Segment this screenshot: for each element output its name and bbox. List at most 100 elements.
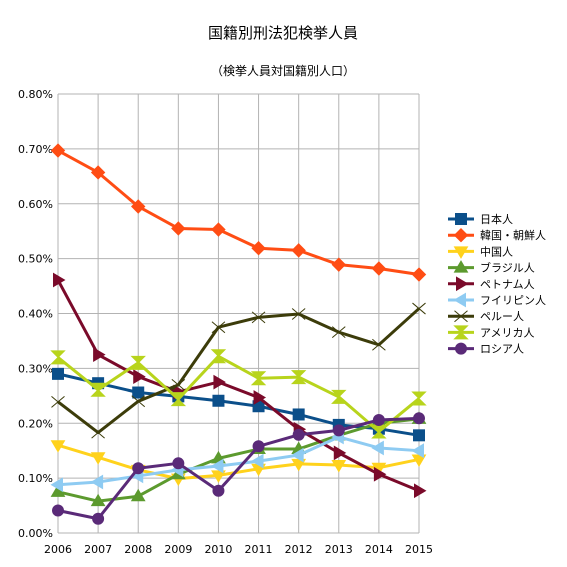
y-tick-label: 0.50% (18, 253, 53, 266)
data-point (211, 321, 226, 334)
x-tick-label: 2009 (164, 543, 192, 556)
y-tick-label: 0.00% (18, 527, 53, 540)
series-lines (50, 143, 427, 525)
data-point (213, 374, 226, 390)
y-tick-label: 0.40% (18, 308, 53, 321)
series-8 (52, 412, 425, 525)
data-point (411, 391, 427, 406)
data-point (210, 349, 227, 364)
data-point (52, 367, 64, 380)
y-tick-label: 0.20% (18, 417, 53, 430)
legend-marker (453, 260, 469, 273)
series-line (56, 279, 420, 493)
data-point (372, 338, 386, 351)
legend-label: 韓国・朝鮮人 (480, 228, 546, 242)
legend-marker (453, 246, 469, 259)
series-4 (53, 272, 427, 499)
legend-marker (453, 292, 466, 308)
series-6 (51, 302, 426, 439)
legend-marker (453, 325, 469, 340)
legend-label: アメリカ人 (480, 326, 534, 339)
legend-item: 韓国・朝鮮人 (448, 227, 546, 243)
data-point (291, 308, 306, 320)
data-point (250, 371, 267, 386)
data-point (93, 347, 106, 363)
series-line (57, 307, 421, 435)
y-tick-label: 0.80% (18, 88, 53, 101)
data-point (413, 429, 425, 442)
data-point (211, 222, 226, 237)
legend-marker (455, 213, 467, 225)
legend-marker (456, 276, 469, 292)
data-point (170, 392, 187, 407)
legend-label: 中国人 (480, 245, 513, 258)
data-point (291, 447, 304, 463)
data-point (371, 424, 387, 439)
legend-item: フイリピン人 (448, 292, 546, 308)
data-point (252, 440, 265, 453)
data-point (212, 484, 225, 497)
data-point (90, 493, 106, 507)
data-point (412, 302, 426, 315)
legend-label: 日本人 (480, 212, 513, 226)
data-point (53, 272, 66, 288)
data-point (50, 440, 66, 453)
data-point (50, 477, 63, 493)
series-line (57, 149, 420, 277)
legend-item: ペルー人 (448, 310, 524, 323)
series-line (57, 443, 420, 481)
data-point (51, 395, 65, 408)
x-tick-label: 2015 (405, 543, 433, 556)
legend-item: 日本人 (448, 212, 513, 226)
data-point (212, 394, 225, 407)
legend-item: ロシア人 (448, 342, 524, 356)
data-point (211, 470, 226, 483)
data-point (371, 440, 384, 456)
data-point (172, 457, 185, 470)
data-point (90, 452, 106, 465)
data-point (411, 267, 427, 282)
data-point (131, 395, 146, 408)
data-point (414, 483, 427, 499)
legend-item: 中国人 (448, 245, 513, 259)
series-7 (50, 349, 427, 439)
series-line (57, 354, 420, 433)
legend-label: ペルー人 (480, 310, 524, 323)
data-point (132, 386, 145, 399)
chart-title: 国籍別刑法犯検挙人員 (208, 24, 358, 42)
legend-item: ペトナム人 (448, 276, 535, 292)
data-point (251, 311, 266, 324)
data-point (371, 261, 387, 276)
y-tick-label: 0.70% (18, 143, 53, 156)
data-point (90, 382, 106, 397)
data-point (331, 389, 347, 404)
data-point (292, 428, 305, 441)
series-1 (50, 143, 427, 282)
data-point (90, 474, 104, 490)
data-point (50, 350, 66, 365)
legend-item: ブラジル人 (448, 260, 535, 275)
data-point (52, 504, 64, 517)
series-0 (52, 367, 425, 442)
x-tick-label: 2007 (84, 543, 112, 556)
x-tick-label: 2008 (124, 543, 152, 556)
x-tick-label: 2006 (44, 543, 72, 556)
y-tick-label: 0.30% (18, 362, 53, 375)
data-point (171, 221, 186, 236)
legend-item: アメリカ人 (448, 325, 534, 340)
data-point (413, 412, 425, 425)
data-point (130, 488, 146, 502)
data-point (50, 143, 66, 158)
legend-label: ペトナム人 (480, 278, 535, 291)
legend-label: ロシア人 (480, 343, 524, 356)
data-point (331, 257, 346, 272)
data-point (251, 453, 264, 469)
x-tick-label: 2012 (285, 543, 313, 556)
y-tick-label: 0.60% (18, 198, 53, 211)
data-point (292, 408, 305, 421)
data-point (331, 326, 346, 339)
legend-marker (454, 310, 468, 323)
data-point (372, 413, 385, 426)
y-tick-label: 0.10% (18, 472, 53, 485)
data-point (91, 426, 105, 439)
